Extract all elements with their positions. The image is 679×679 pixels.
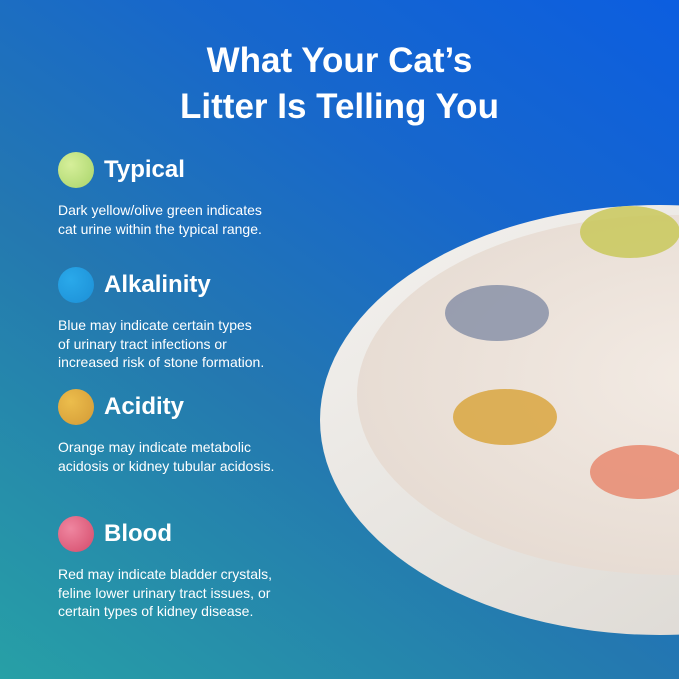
- item-label: Typical: [104, 156, 185, 183]
- spot-blood: [590, 445, 679, 499]
- title-line-2: Litter Is Telling You: [180, 87, 499, 126]
- description-line: acidosis or kidney tubular acidosis.: [58, 457, 275, 474]
- description-line: Red may indicate bladder crystals,: [58, 566, 272, 582]
- item-description: Orange may indicate metabolic acidosis or…: [58, 438, 358, 475]
- title-line-1: What Your Cat’s: [206, 41, 473, 80]
- alkalinity-color-dot-icon: [58, 267, 94, 303]
- spot-alkalinity: [445, 285, 549, 341]
- typical-color-dot-icon: [58, 152, 94, 188]
- description-line: certain types of kidney disease.: [58, 603, 254, 619]
- item-blood: Blood Red may indicate bladder crystals,…: [58, 516, 358, 621]
- item-alkalinity: Alkalinity Blue may indicate certain typ…: [58, 267, 358, 372]
- description-line: increased risk of stone formation.: [58, 354, 265, 370]
- description-line: Blue may indicate certain types: [58, 317, 252, 333]
- item-description: Blue may indicate certain types of urinar…: [58, 316, 358, 372]
- spot-typical: [580, 206, 679, 258]
- spot-acidity: [453, 389, 557, 445]
- item-description: Red may indicate bladder crystals, feline…: [58, 565, 358, 621]
- item-description: Dark yellow/olive green indicates cat uri…: [58, 201, 358, 238]
- blood-color-dot-icon: [58, 516, 94, 552]
- page-title: What Your Cat’s Litter Is Telling You: [0, 38, 679, 130]
- description-line: feline lower urinary tract issues, or: [58, 584, 271, 601]
- item-acidity: Acidity Orange may indicate metabolic aci…: [58, 389, 358, 475]
- item-label: Acidity: [104, 393, 185, 420]
- description-line: Orange may indicate metabolic: [58, 439, 251, 455]
- item-label: Alkalinity: [104, 271, 211, 298]
- description-line: cat urine within the typical range.: [58, 220, 262, 237]
- item-typical: Typical Dark yellow/olive green indicate…: [58, 152, 358, 238]
- description-line: of urinary tract infections or: [58, 335, 227, 352]
- description-line: Dark yellow/olive green indicates: [58, 202, 262, 218]
- acidity-color-dot-icon: [58, 389, 94, 425]
- item-label: Blood: [104, 520, 172, 547]
